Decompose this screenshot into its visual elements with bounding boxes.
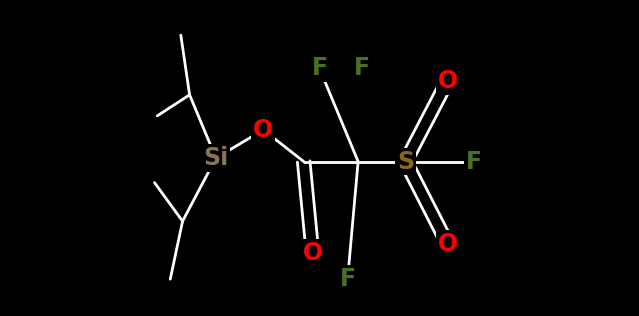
Text: Si: Si (203, 146, 229, 170)
Text: F: F (466, 149, 482, 173)
Text: O: O (438, 232, 458, 256)
Text: F: F (339, 267, 356, 291)
Text: O: O (438, 69, 458, 93)
Text: F: F (311, 57, 328, 81)
Text: O: O (253, 118, 273, 142)
Text: S: S (397, 149, 414, 173)
Text: O: O (302, 241, 323, 265)
Text: F: F (353, 57, 370, 81)
